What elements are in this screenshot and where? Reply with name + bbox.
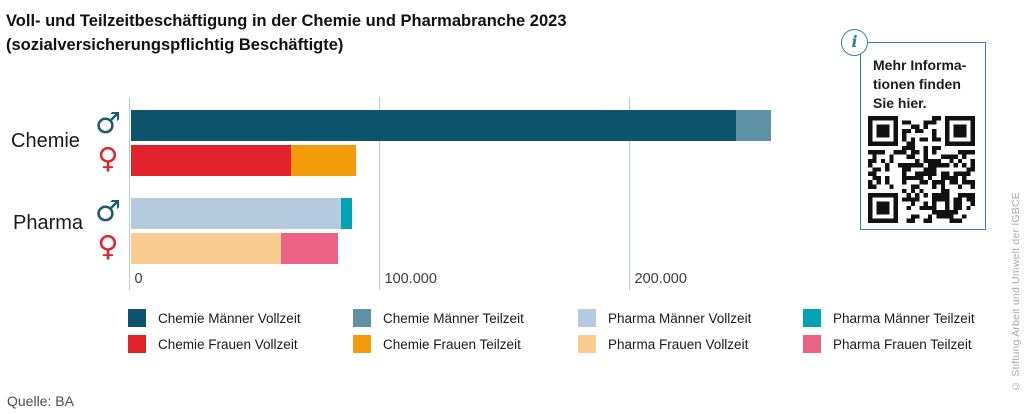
legend-swatch <box>578 309 596 327</box>
legend-item-pharma-maenner-vollzeit: Pharma Männer Vollzeit <box>578 308 803 328</box>
legend-item-chemie-frauen-vollzeit: Chemie Frauen Vollzeit <box>128 334 353 354</box>
female-icon: ♀ <box>97 229 119 263</box>
bar-segment-chemie-frauen-teilzeit <box>290 145 356 176</box>
chart-title: Voll- und Teilzeitbeschäftigung in der C… <box>6 9 567 57</box>
legend-item-pharma-frauen-vollzeit: Pharma Frauen Vollzeit <box>578 334 803 354</box>
legend-label: Pharma Männer Vollzeit <box>608 310 752 326</box>
legend-swatch <box>128 335 146 353</box>
bar-row-pharma-maenner <box>130 198 352 229</box>
legend-swatch <box>353 335 371 353</box>
bar-segment-pharma-frauen-vollzeit <box>130 233 281 264</box>
bar-segment-chemie-frauen-vollzeit <box>130 145 291 176</box>
chart-title-line2: (sozialversicherungspflichtig Beschäftig… <box>6 36 344 54</box>
bar-segment-chemie-maenner-vollzeit <box>130 110 736 141</box>
legend-label: Chemie Männer Teilzeit <box>383 310 524 326</box>
male-icon: ♂ <box>95 106 121 140</box>
info-text-line: Mehr Informa- <box>873 57 967 73</box>
bar-segment-pharma-maenner-teilzeit <box>340 198 352 229</box>
source-label: Quelle: BA <box>7 393 74 409</box>
x-tick-label: 0 <box>134 271 143 287</box>
legend-label: Chemie Männer Vollzeit <box>158 310 301 326</box>
bar-row-pharma-frauen <box>130 233 338 264</box>
legend-swatch <box>803 309 821 327</box>
x-tick-label: 200.000 <box>634 271 687 287</box>
category-label-chemie: Chemie <box>11 130 80 152</box>
legend-item-pharma-maenner-teilzeit: Pharma Männer Teilzeit <box>803 308 1028 328</box>
legend-label: Chemie Frauen Vollzeit <box>158 336 298 352</box>
legend: Chemie Männer Vollzeit Chemie Männer Teil… <box>128 308 1028 354</box>
legend-label: Pharma Frauen Teilzeit <box>833 336 972 352</box>
legend-label: Pharma Frauen Vollzeit <box>608 336 749 352</box>
legend-label: Pharma Männer Teilzeit <box>833 310 975 326</box>
male-icon: ♂ <box>95 194 121 228</box>
qr-code <box>868 116 975 223</box>
bar-segment-pharma-frauen-teilzeit <box>280 233 338 264</box>
chart-area: 0 100.000 200.000 Chemie Pharma ♂ ♀ ♂ ♀ <box>11 97 771 290</box>
bar-row-chemie-frauen <box>130 145 356 176</box>
info-text: Mehr Informa- tionen finden Sie hier. <box>873 56 966 113</box>
legend-item-chemie-frauen-teilzeit: Chemie Frauen Teilzeit <box>353 334 578 354</box>
chart-title-line1: Voll- und Teilzeitbeschäftigung in der C… <box>6 12 567 30</box>
gridline-100-000 <box>378 97 381 290</box>
copyright-label: © Stiftung Arbeit und Umwelt der IGBCE <box>1010 192 1022 392</box>
legend-item-chemie-maenner-teilzeit: Chemie Männer Teilzeit <box>353 308 578 328</box>
female-icon: ♀ <box>97 141 119 175</box>
legend-item-pharma-frauen-teilzeit: Pharma Frauen Teilzeit <box>803 334 1028 354</box>
bar-row-chemie-maenner <box>130 110 771 141</box>
legend-label: Chemie Frauen Teilzeit <box>383 336 521 352</box>
legend-item-chemie-maenner-vollzeit: Chemie Männer Vollzeit <box>128 308 353 328</box>
category-label-pharma: Pharma <box>13 212 84 234</box>
info-icon: i <box>841 29 868 56</box>
legend-swatch <box>128 309 146 327</box>
bar-segment-chemie-maenner-teilzeit <box>735 110 771 141</box>
gridline-200-000 <box>628 97 631 290</box>
legend-swatch <box>578 335 596 353</box>
bar-segment-pharma-maenner-vollzeit <box>130 198 341 229</box>
legend-swatch <box>353 309 371 327</box>
info-text-line: tionen finden <box>873 76 961 92</box>
info-text-line: Sie hier. <box>873 95 927 111</box>
legend-swatch <box>803 335 821 353</box>
x-tick-label: 100.000 <box>384 271 437 287</box>
gridline-0 <box>128 97 131 290</box>
info-box: Mehr Informa- tionen finden Sie hier. <box>860 42 986 230</box>
